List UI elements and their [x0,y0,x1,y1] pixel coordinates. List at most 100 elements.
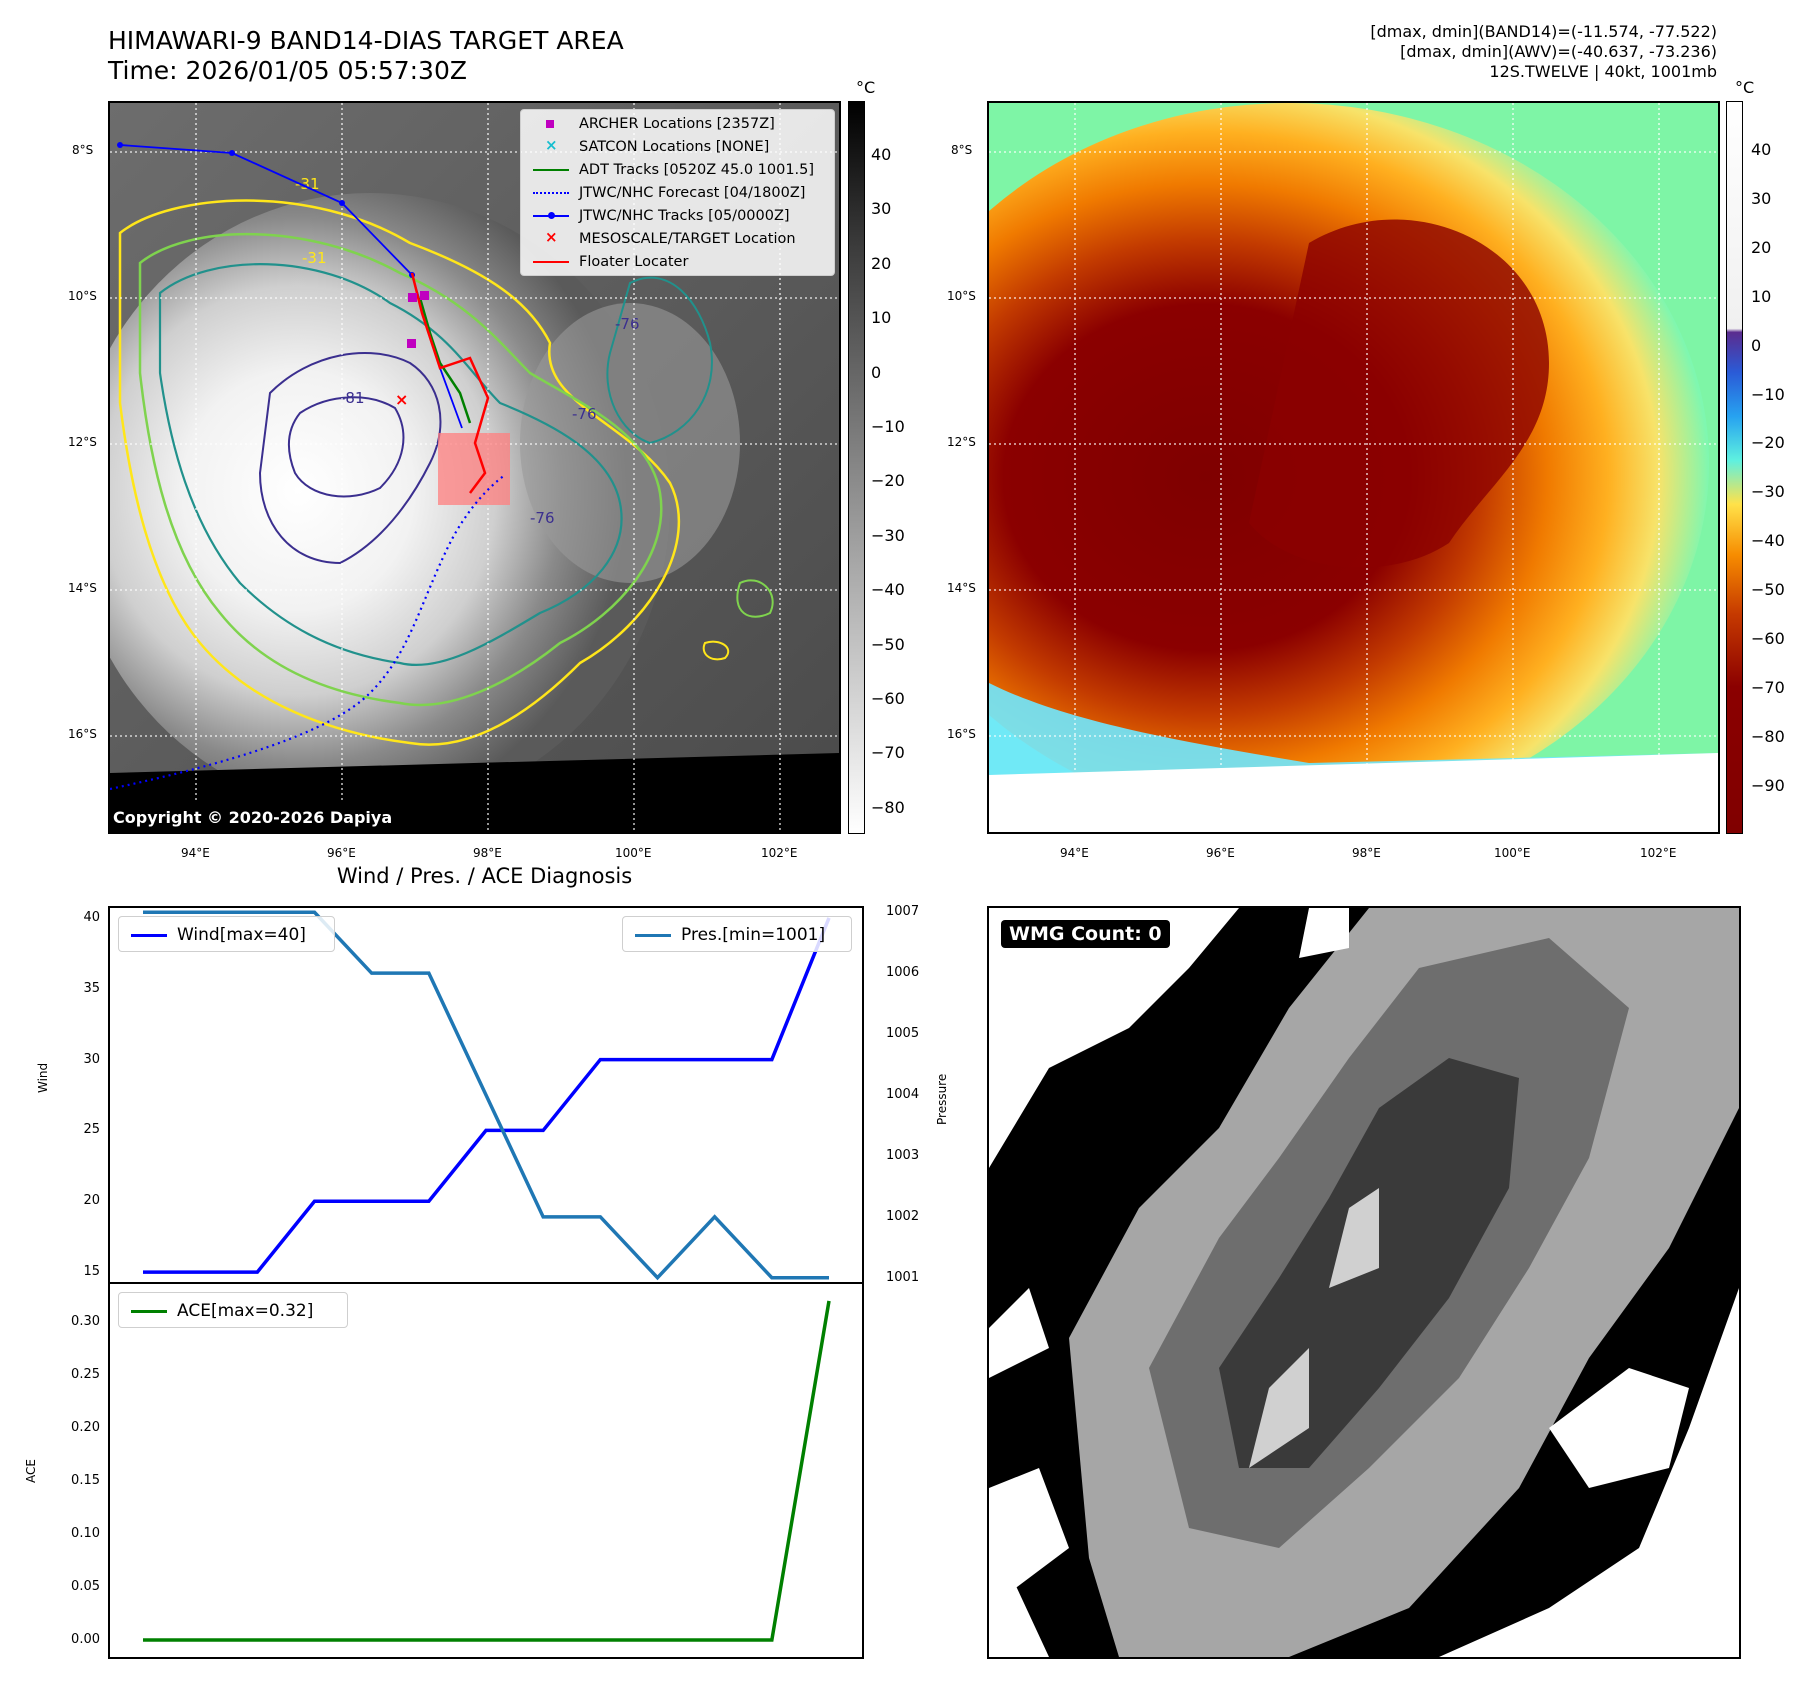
wind-tick: 25 [83,1122,100,1138]
awv-colorbar-unit: °C [1735,78,1755,97]
series-line-0 [143,917,831,1274]
pressure-tick: 1007 [886,904,920,920]
ir-colorbar [848,101,865,834]
ir-colorbar-tick: 30 [871,199,892,219]
awv-colorbar-tick: 10 [1751,286,1772,306]
ace-tick: 0.30 [71,1314,100,1330]
awv-colorbar-tick: −60 [1751,629,1785,648]
wind-pressure-plot [143,910,831,1281]
ace-tick: 0.05 [71,1579,100,1595]
line-dot-icon [531,208,571,224]
wind-tick: 40 [83,909,100,925]
legend-forecast: JTWC/NHC Forecast [04/1800Z] [531,185,805,201]
ace-chart: ACE[max=0.32] [108,1282,864,1659]
ace-axis-label: ACE [24,1459,38,1483]
wmg-count-label: WMG Count: 0 [1001,920,1170,948]
square-marker-icon [531,116,571,132]
contour-label: -31 [295,175,320,193]
contour-label: -76 [572,405,597,423]
awv-lat-label: 16°S [947,727,976,741]
ace-tick: 0.25 [71,1367,100,1383]
diagnosis-title: Wind / Pres. / ACE Diagnosis [336,864,633,888]
awv-map-image [989,103,1718,832]
legend-satcon: × SATCON Locations [NONE] [531,136,769,155]
awv-lon-label: 102°E [1640,846,1677,860]
awv-lon-label: 98°E [1352,846,1381,860]
contour-label: -31 [302,249,327,267]
ir-colorbar-tick: 40 [871,145,892,164]
ir-colorbar-tick: −70 [871,743,905,763]
ace-tick: 0.20 [71,1420,100,1436]
wind-legend: Wind[max=40] [118,916,335,952]
svg-text:×: × [395,390,408,409]
awv-lon-label: 96°E [1206,846,1235,860]
wmg-image [989,908,1739,1657]
pressure-axis-label: Pressure [935,1073,949,1125]
ir-colorbar-tick: −60 [871,689,905,708]
series-line-1 [143,910,829,1281]
wind-tick: 30 [83,1051,100,1067]
awv-lat-label: 14°S [947,581,976,595]
awv-colorbar-tick: 40 [1751,140,1772,159]
stats-storm: 12S.TWELVE | 40kt, 1001mb [1489,62,1717,81]
figure-title: HIMAWARI-9 BAND14-DIAS TARGET AREA Time:… [108,26,624,86]
ir-colorbar-tick: −30 [871,525,905,545]
awv-colorbar-tick: −10 [1751,384,1785,404]
legend-archer: ARCHER Locations [2357Z] [531,116,775,132]
x-marker-icon: × [545,228,558,246]
x-marker-icon: × [545,136,558,154]
title-line-1: HIMAWARI-9 BAND14-DIAS TARGET AREA [108,26,624,55]
legend-floater: Floater Locater [531,254,688,270]
line-marker-icon [531,254,571,270]
awv-colorbar-tick: 20 [1751,237,1772,257]
awv-colorbar [1726,101,1743,834]
ir-map-legend: ARCHER Locations [2357Z] × SATCON Locati… [520,109,835,276]
awv-lat-label: 8°S [951,143,973,157]
wind-tick: 20 [83,1193,100,1209]
awv-colorbar-tick: 30 [1751,188,1772,208]
awv-colorbar-tick: −20 [1751,433,1785,453]
line-marker-icon [633,927,673,943]
ir-lon-label: 96°E [327,846,356,860]
contour-label: -76 [615,315,640,333]
ir-lat-label: 16°S [68,727,97,741]
ace-tick: 0.10 [71,1526,100,1542]
dotted-line-icon [531,185,571,201]
awv-colorbar-tick: 0 [1751,335,1762,355]
awv-colorbar-tick: −70 [1751,677,1785,697]
line-marker-icon [531,162,571,178]
ir-lat-label: 14°S [68,581,97,595]
figure-stats: [dmax, dmin](BAND14)=(-11.574, -77.522) … [1370,22,1717,82]
ir-lat-label: 8°S [72,143,94,157]
copyright-text: Copyright © 2020-2026 Dapiya [113,808,393,827]
ace-legend: ACE[max=0.32] [118,1292,348,1328]
ir-colorbar-tick: −10 [871,417,905,436]
legend-tracks: JTWC/NHC Tracks [05/0000Z] [531,208,790,224]
ir-colorbar-tick: −80 [871,797,905,817]
stats-awv: [dmax, dmin](AWV)=(-40.637, -73.236) [1400,42,1717,61]
pressure-tick: 1006 [886,965,920,981]
title-line-2: Time: 2026/01/05 05:57:30Z [108,56,467,85]
ir-lon-label: 98°E [473,846,502,860]
ir-colorbar-tick: −50 [871,634,905,654]
wind-tick: 35 [83,980,100,996]
line-marker-icon [129,927,169,943]
awv-lat-label: 10°S [947,289,976,303]
ir-map-panel: -81 -76 -76 -76 -31 -31 × Copyright © 20… [108,101,841,834]
pressure-legend: Pres.[min=1001] [622,916,852,952]
ir-colorbar-tick: −20 [871,471,905,491]
awv-lon-label: 94°E [1060,846,1089,860]
ir-lat-label: 10°S [68,289,97,303]
ir-lon-label: 102°E [761,846,798,860]
awv-colorbar-tick: −90 [1751,775,1785,795]
awv-colorbar-tick: −50 [1751,580,1785,600]
pressure-tick: 1004 [886,1087,920,1102]
ir-colorbar-tick: 20 [871,253,892,273]
awv-colorbar-tick: −80 [1751,726,1785,746]
awv-lon-label: 100°E [1494,846,1531,860]
legend-mesoscale: × MESOSCALE/TARGET Location [531,228,796,247]
ace-tick: 0.15 [71,1473,100,1489]
awv-colorbar-tick: −40 [1751,531,1785,551]
wind-legend-label: Wind[max=40] [177,925,306,945]
wind-tick: 15 [83,1264,100,1280]
